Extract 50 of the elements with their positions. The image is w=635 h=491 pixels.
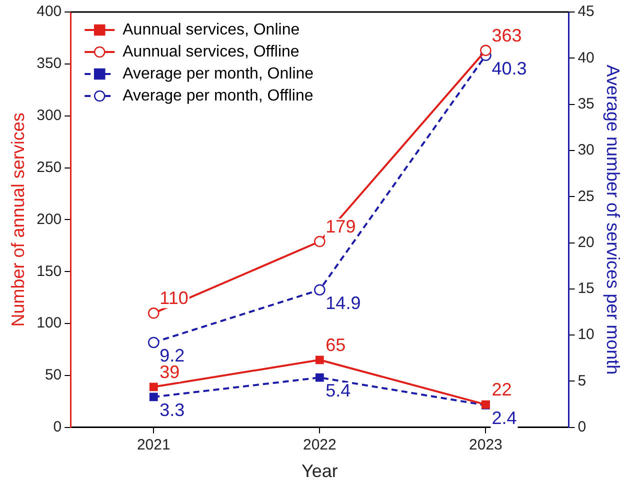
point: [148, 308, 160, 319]
y-tick-label: 100: [36, 314, 62, 332]
y-axis-title: Number of annual services: [8, 112, 28, 327]
legend-label: Average per month, Online: [122, 65, 314, 82]
data-label: 110: [160, 288, 188, 308]
point: [314, 236, 326, 248]
data-label: 39: [160, 362, 180, 382]
x-axis-title: Year: [301, 461, 338, 482]
legend-label: Aunnual services, Online: [122, 21, 300, 38]
y-tick-label: 250: [36, 158, 62, 176]
y-tick-label: 200: [36, 210, 62, 228]
data-label: 5.4: [326, 380, 351, 401]
y-tick-label: 50: [44, 366, 62, 384]
x-tick-label: 2021: [136, 436, 170, 454]
y-tick-label: 0: [53, 418, 62, 436]
y2-tick-label: 0: [578, 418, 586, 436]
data-label: 2.4: [492, 408, 517, 428]
point: [149, 382, 158, 392]
y2-tick-label: 15: [578, 280, 594, 298]
y2-tick-label: 40: [578, 49, 594, 66]
y-tick-label: 350: [36, 55, 62, 72]
y2-tick-label: 20: [578, 234, 594, 251]
y-tick-label: 150: [36, 262, 62, 280]
data-label: 9.2: [160, 345, 185, 366]
data-label: 65: [326, 334, 346, 355]
data-label: 14.9: [326, 292, 361, 313]
data-label: 363: [492, 25, 522, 46]
y2-tick-label: 45: [578, 3, 594, 20]
y2-axis-title: Average number of services per month: [603, 64, 624, 375]
y2-tick-label: 5: [578, 372, 586, 390]
y2-tick-label: 10: [578, 326, 594, 344]
y-tick-label: 300: [36, 106, 62, 124]
x-tick-label: 2023: [469, 436, 502, 454]
legend-label: Aunnual services, Offline: [122, 43, 300, 60]
data-label: 40.3: [492, 58, 527, 78]
point: [149, 392, 158, 402]
x-tick-label: 2022: [302, 436, 336, 454]
point: [315, 373, 324, 382]
point: [148, 336, 160, 348]
point: [314, 284, 326, 296]
data-label: 179: [326, 216, 356, 236]
legend-label: Average per month, Offline: [122, 87, 314, 104]
point: [315, 356, 324, 364]
y2-tick-label: 25: [578, 188, 594, 205]
y-tick-label: 400: [36, 3, 62, 20]
data-label: 3.3: [160, 400, 185, 420]
point: [480, 44, 492, 56]
y2-tick-label: 30: [578, 142, 594, 159]
y2-tick-label: 35: [578, 95, 594, 112]
data-label: 22: [492, 380, 512, 400]
